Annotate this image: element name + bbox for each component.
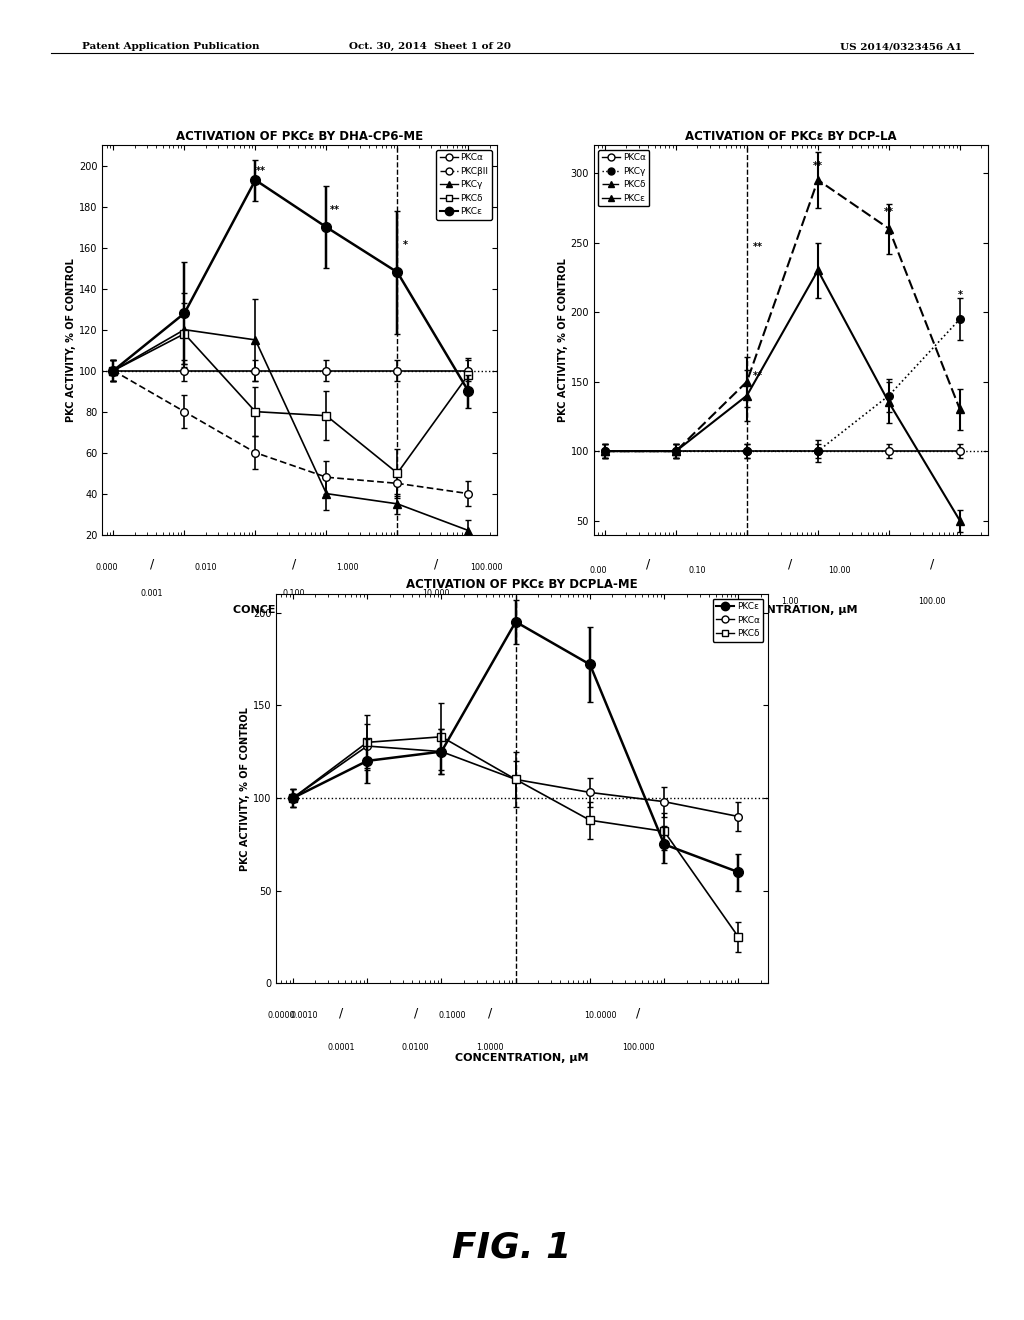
Text: 0.100: 0.100 [283, 589, 305, 598]
Text: /: / [787, 558, 792, 572]
Text: **: ** [256, 166, 266, 176]
Text: /: / [292, 558, 296, 572]
Text: US 2014/0323456 A1: US 2014/0323456 A1 [840, 42, 962, 51]
Text: 100.000: 100.000 [470, 562, 503, 572]
Text: /: / [150, 558, 155, 572]
Text: /: / [414, 1007, 418, 1020]
Y-axis label: PKC ACTIVITY, % OF CONTROL: PKC ACTIVITY, % OF CONTROL [558, 257, 567, 422]
Text: CONCENTRATION, μM: CONCENTRATION, μM [232, 605, 367, 615]
Text: **: ** [753, 242, 763, 252]
Text: FIG. 1: FIG. 1 [453, 1230, 571, 1265]
Text: /: / [434, 558, 438, 572]
Text: 0.01: 0.01 [639, 597, 656, 606]
Title: ACTIVATION OF PKCε BY DHA-CP6-ME: ACTIVATION OF PKCε BY DHA-CP6-ME [176, 129, 423, 143]
Text: CONCENTRATION, μM: CONCENTRATION, μM [456, 1053, 589, 1064]
Text: 0.0000: 0.0000 [267, 1011, 295, 1020]
Text: 1.0000: 1.0000 [476, 1043, 504, 1052]
Text: **: ** [813, 161, 823, 170]
Text: 100.000: 100.000 [623, 1043, 654, 1052]
Text: CONCENTRATION, μM: CONCENTRATION, μM [724, 605, 858, 615]
Title: ACTIVATION OF PKCε BY DCP-LA: ACTIVATION OF PKCε BY DCP-LA [685, 129, 897, 143]
Text: 10.000: 10.000 [422, 589, 450, 598]
Text: /: / [645, 558, 650, 572]
Text: 0.1000: 0.1000 [438, 1011, 466, 1020]
Text: 0.0010: 0.0010 [290, 1011, 317, 1020]
Text: 0.000: 0.000 [95, 562, 118, 572]
Text: /: / [636, 1007, 641, 1020]
Legend: PKCα, PKCγ, PKCδ, PKCε: PKCα, PKCγ, PKCδ, PKCε [598, 149, 649, 206]
Text: **: ** [330, 205, 340, 215]
Text: 10.0000: 10.0000 [585, 1011, 617, 1020]
Title: ACTIVATION OF PKCε BY DCPLA-ME: ACTIVATION OF PKCε BY DCPLA-ME [407, 578, 638, 591]
Text: *: * [403, 240, 408, 249]
Text: **: ** [753, 371, 763, 381]
Text: *: * [957, 290, 963, 300]
Text: Patent Application Publication: Patent Application Publication [82, 42, 259, 51]
Y-axis label: PKC ACTIVITY, % OF CONTROL: PKC ACTIVITY, % OF CONTROL [67, 257, 76, 422]
Y-axis label: PKC ACTIVITY, % OF CONTROL: PKC ACTIVITY, % OF CONTROL [241, 706, 250, 871]
Text: 0.0001: 0.0001 [328, 1043, 355, 1052]
Legend: PKCε, PKCα, PKCδ: PKCε, PKCα, PKCδ [713, 598, 764, 642]
Text: /: / [339, 1007, 344, 1020]
Text: 0.0100: 0.0100 [402, 1043, 429, 1052]
Text: **: ** [884, 207, 894, 216]
Text: 0.00: 0.00 [589, 566, 607, 574]
Text: /: / [930, 558, 934, 572]
Text: Oct. 30, 2014  Sheet 1 of 20: Oct. 30, 2014 Sheet 1 of 20 [349, 42, 511, 51]
Text: 10.00: 10.00 [828, 566, 851, 574]
Text: 1.000: 1.000 [337, 562, 359, 572]
Text: 100.00: 100.00 [918, 597, 945, 606]
Text: 0.10: 0.10 [688, 566, 706, 574]
Text: 0.010: 0.010 [195, 562, 217, 572]
Text: /: / [487, 1007, 493, 1020]
Text: 1.00: 1.00 [781, 597, 799, 606]
Legend: PKCα, PKCβII, PKCγ, PKCδ, PKCε: PKCα, PKCβII, PKCγ, PKCδ, PKCε [436, 149, 493, 220]
Text: 0.001: 0.001 [140, 589, 163, 598]
